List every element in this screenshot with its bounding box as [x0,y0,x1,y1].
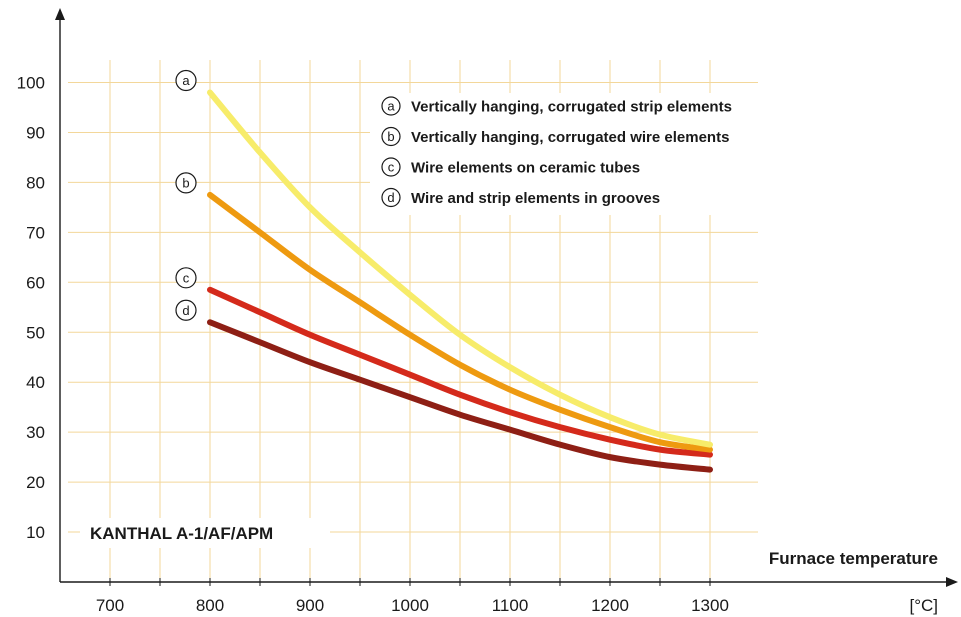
series-line-a [207,89,713,448]
legend-marker-circle-c [381,157,401,177]
series-marker-letter-d: d [182,303,189,318]
x-axis-label: Furnace temperature [769,549,938,568]
y-tick-label: 90 [26,123,45,142]
y-tick-label: 10 [26,523,45,542]
x-tick-label: 700 [96,596,124,615]
legend-marker-circle-a [381,96,401,116]
annotation-background [80,518,330,548]
legend-marker-letter-c: c [388,160,395,175]
x-tick-label: 800 [196,596,224,615]
legend-marker-circle-b [381,126,401,147]
x-axis-unit: [°C] [909,596,938,615]
x-tick-label: 1000 [391,596,429,615]
x-tick-labels: 700 800 900 1000 1100 1200 1300 [96,596,729,615]
legend-label-b: Vertically hanging, corrugated wire elem… [411,129,729,146]
x-axis-label-background [722,543,947,573]
y-tick-label: 20 [26,473,45,492]
series-marker-letter-c: c [183,270,190,285]
legend-label-a: Vertically hanging, corrugated strip ele… [411,99,732,116]
legend-label-d: Wire and strip elements in grooves [411,190,660,207]
series-marker-circle-a [175,69,197,92]
y-tick-label: 80 [26,173,45,192]
y-tick-label: 50 [26,323,45,342]
y-axis-arrow [55,8,65,20]
y-tick-label: 70 [26,223,45,242]
legend-marker-letter-d: d [387,190,394,205]
series-lines [207,89,713,473]
legend: a Vertically hanging, corrugated strip el… [370,93,810,215]
annotation-label: KANTHAL A-1/AF/APM [90,524,273,543]
legend-marker-letter-b: b [387,129,394,144]
x-tick-label: 1100 [492,596,529,615]
series-marker-circle-b [175,172,197,194]
legend-label-c: Wire elements on ceramic tubes [411,160,640,177]
axes [55,8,958,587]
legend-background [370,93,810,215]
series-marker-letter-a: a [182,73,190,88]
x-axis-arrow [946,577,958,587]
y-tick-label: 60 [26,273,45,292]
x-tick-label: 1300 [691,596,729,615]
series-markers: a b c d [175,69,197,321]
legend-marker-letter-a: a [387,99,395,114]
y-tick-labels: 10 20 30 40 50 60 70 80 90 100 [17,74,45,543]
series-marker-circle-d [175,299,197,321]
y-tick-label: 30 [26,423,45,442]
series-marker-circle-c [175,267,197,289]
series-line-b [207,191,713,453]
series-line-d [207,319,713,473]
x-tick-label: 900 [296,596,324,615]
y-tick-label: 40 [26,373,45,392]
legend-marker-circle-d [381,187,401,208]
x-tick-label: 1200 [591,596,629,615]
y-tick-label: 100 [17,74,45,93]
series-line-c [207,286,713,458]
series-marker-letter-b: b [182,175,189,190]
